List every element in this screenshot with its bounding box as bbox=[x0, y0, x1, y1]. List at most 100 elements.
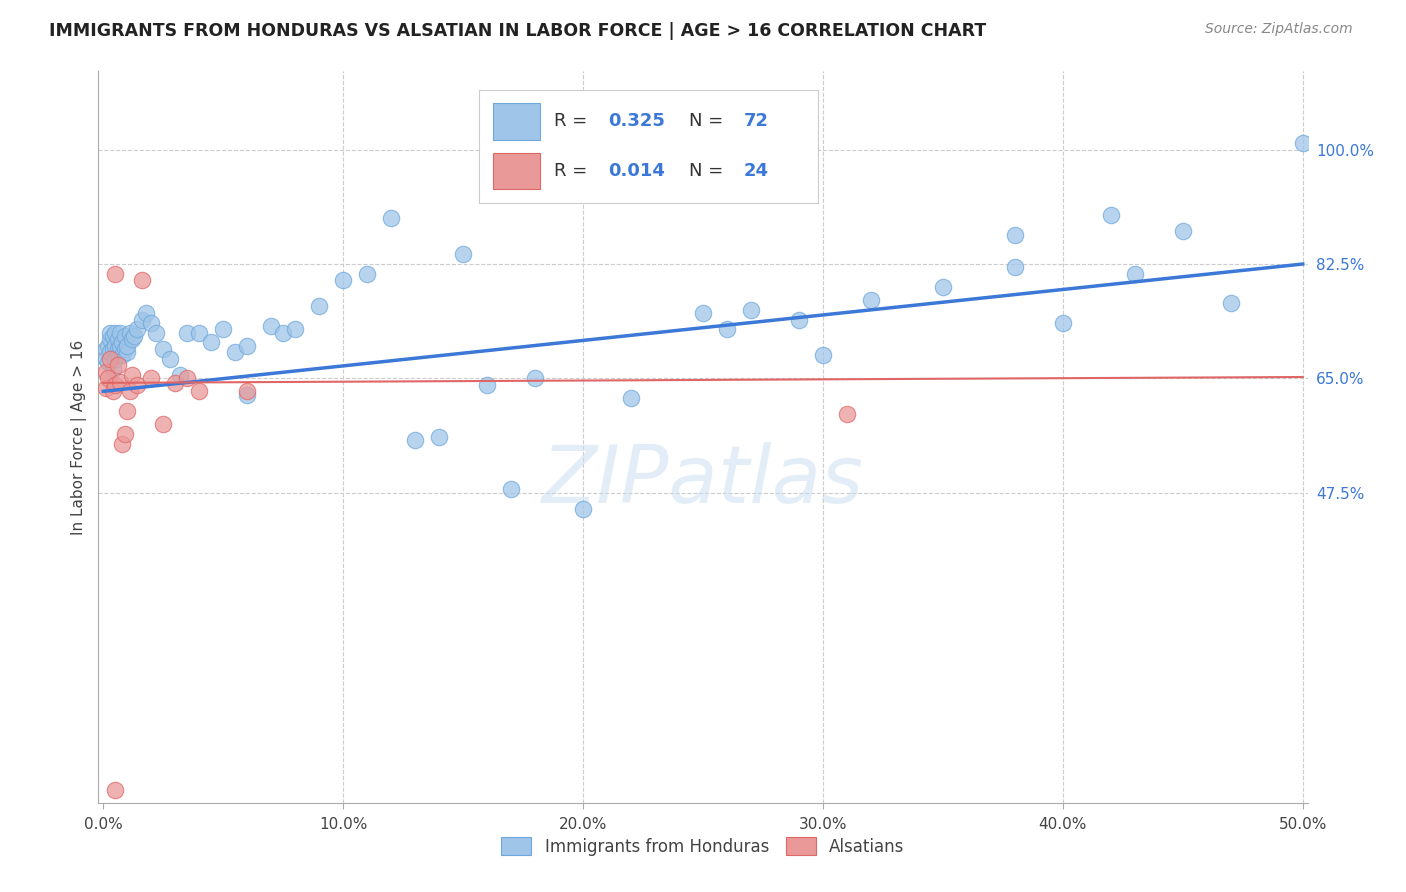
Point bbox=[107, 348, 129, 362]
Point bbox=[121, 332, 143, 346]
Point bbox=[620, 391, 643, 405]
Point bbox=[188, 326, 211, 340]
Point bbox=[104, 377, 127, 392]
Point bbox=[475, 377, 498, 392]
Point bbox=[811, 348, 834, 362]
Point bbox=[125, 377, 148, 392]
Point bbox=[176, 326, 198, 340]
Point bbox=[107, 342, 129, 356]
Point bbox=[1099, 208, 1122, 222]
Point bbox=[451, 247, 474, 261]
Point bbox=[212, 322, 235, 336]
Point bbox=[107, 358, 129, 372]
Point bbox=[332, 273, 354, 287]
Point bbox=[835, 407, 858, 421]
Y-axis label: In Labor Force | Age > 16: In Labor Force | Age > 16 bbox=[72, 340, 87, 534]
Point bbox=[114, 426, 136, 441]
Point bbox=[380, 211, 402, 226]
Point bbox=[104, 267, 127, 281]
Point bbox=[115, 339, 138, 353]
Point bbox=[107, 332, 129, 346]
Point bbox=[932, 280, 955, 294]
Point bbox=[1004, 260, 1026, 275]
Point bbox=[97, 371, 120, 385]
Point bbox=[224, 345, 246, 359]
Point bbox=[108, 375, 131, 389]
Point bbox=[152, 417, 174, 431]
Point bbox=[236, 339, 259, 353]
Point bbox=[104, 782, 127, 797]
Point bbox=[94, 381, 117, 395]
Text: Source: ZipAtlas.com: Source: ZipAtlas.com bbox=[1205, 22, 1353, 37]
Point bbox=[1123, 267, 1146, 281]
Point bbox=[236, 384, 259, 399]
Point bbox=[114, 342, 136, 356]
Point bbox=[114, 329, 136, 343]
Point bbox=[100, 351, 122, 366]
Point bbox=[427, 430, 450, 444]
Point bbox=[124, 329, 146, 343]
Point bbox=[118, 384, 141, 399]
Point bbox=[97, 339, 120, 353]
Point bbox=[499, 483, 522, 497]
Point bbox=[260, 319, 283, 334]
Point bbox=[101, 329, 124, 343]
Point bbox=[108, 339, 131, 353]
Point bbox=[97, 355, 120, 369]
Point bbox=[104, 326, 127, 340]
Point bbox=[271, 326, 294, 340]
Point bbox=[100, 345, 122, 359]
Point bbox=[111, 335, 134, 350]
Point bbox=[135, 306, 157, 320]
Point bbox=[169, 368, 191, 382]
Point bbox=[200, 335, 222, 350]
Point bbox=[108, 326, 131, 340]
Point bbox=[1004, 227, 1026, 242]
Point bbox=[787, 312, 810, 326]
Point bbox=[94, 342, 117, 356]
Point bbox=[152, 342, 174, 356]
Point bbox=[101, 384, 124, 399]
Point bbox=[1052, 316, 1074, 330]
Point bbox=[1292, 136, 1315, 151]
Point bbox=[94, 365, 117, 379]
Point bbox=[176, 371, 198, 385]
Point bbox=[284, 322, 307, 336]
Point bbox=[716, 322, 738, 336]
Point bbox=[141, 316, 163, 330]
Point bbox=[104, 351, 127, 366]
Point bbox=[141, 371, 163, 385]
Point bbox=[104, 339, 127, 353]
Point bbox=[859, 293, 882, 307]
Point bbox=[145, 326, 167, 340]
Point bbox=[356, 267, 378, 281]
Point bbox=[404, 434, 426, 448]
Point bbox=[118, 326, 141, 340]
Point bbox=[121, 368, 143, 382]
Point bbox=[131, 312, 153, 326]
Point bbox=[236, 387, 259, 401]
Point bbox=[1171, 224, 1194, 238]
Point bbox=[111, 348, 134, 362]
Point bbox=[308, 300, 330, 314]
Point bbox=[125, 322, 148, 336]
Point bbox=[159, 351, 181, 366]
Point bbox=[101, 342, 124, 356]
Point bbox=[111, 436, 134, 450]
Text: IMMIGRANTS FROM HONDURAS VS ALSATIAN IN LABOR FORCE | AGE > 16 CORRELATION CHART: IMMIGRANTS FROM HONDURAS VS ALSATIAN IN … bbox=[49, 22, 987, 40]
Point bbox=[1219, 296, 1241, 310]
Point bbox=[115, 345, 138, 359]
Point bbox=[115, 404, 138, 418]
Point bbox=[524, 371, 547, 385]
Point bbox=[94, 351, 117, 366]
Legend: Immigrants from Honduras, Alsatians: Immigrants from Honduras, Alsatians bbox=[494, 830, 912, 864]
Point bbox=[692, 306, 714, 320]
Point bbox=[165, 376, 187, 390]
Point bbox=[100, 326, 122, 340]
Text: ZIPatlas: ZIPatlas bbox=[541, 442, 865, 520]
Point bbox=[101, 361, 124, 376]
Point bbox=[100, 332, 122, 346]
Point bbox=[131, 273, 153, 287]
Point bbox=[740, 302, 762, 317]
Point bbox=[188, 384, 211, 399]
